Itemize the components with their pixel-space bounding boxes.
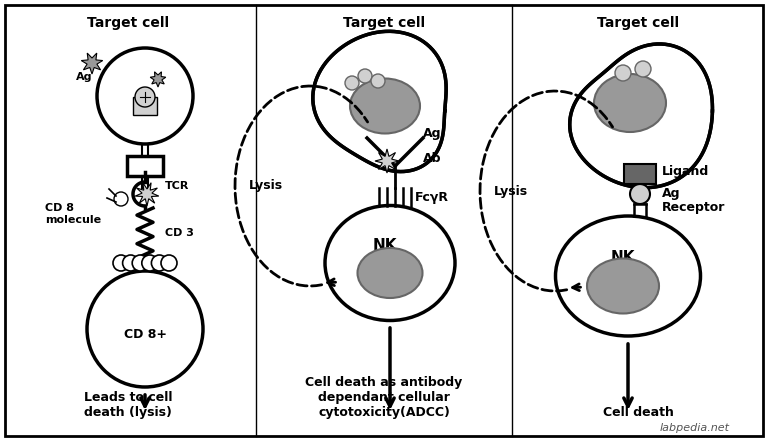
Circle shape bbox=[113, 255, 129, 271]
Text: Cell death: Cell death bbox=[603, 406, 674, 419]
Circle shape bbox=[371, 74, 385, 88]
Ellipse shape bbox=[555, 216, 700, 336]
FancyBboxPatch shape bbox=[133, 97, 157, 115]
Circle shape bbox=[161, 255, 177, 271]
Text: CD 8+: CD 8+ bbox=[124, 328, 167, 340]
Text: Lysis: Lysis bbox=[494, 184, 528, 198]
Circle shape bbox=[151, 255, 167, 271]
Polygon shape bbox=[313, 31, 446, 172]
Text: Lysis: Lysis bbox=[249, 179, 283, 193]
Circle shape bbox=[635, 61, 651, 77]
Text: Ligand: Ligand bbox=[662, 165, 710, 179]
Circle shape bbox=[142, 255, 157, 271]
Polygon shape bbox=[375, 149, 399, 173]
Ellipse shape bbox=[325, 206, 455, 321]
Circle shape bbox=[123, 255, 138, 271]
Polygon shape bbox=[151, 72, 166, 87]
Polygon shape bbox=[135, 183, 159, 206]
Circle shape bbox=[358, 69, 372, 83]
Ellipse shape bbox=[350, 78, 420, 134]
FancyBboxPatch shape bbox=[127, 156, 163, 176]
Text: Leads to cell
death (lysis): Leads to cell death (lysis) bbox=[84, 391, 172, 419]
Circle shape bbox=[135, 87, 155, 107]
Text: Target cell: Target cell bbox=[597, 16, 679, 30]
Text: NK: NK bbox=[611, 250, 635, 265]
Text: Cell death as antibody
dependant cellular
cytotoxicity(ADCC): Cell death as antibody dependant cellula… bbox=[306, 376, 462, 419]
Text: Ag: Ag bbox=[76, 72, 92, 82]
FancyBboxPatch shape bbox=[5, 5, 763, 436]
Ellipse shape bbox=[594, 74, 666, 132]
Circle shape bbox=[87, 271, 203, 387]
Text: NK: NK bbox=[372, 238, 397, 253]
Text: Target cell: Target cell bbox=[87, 16, 169, 30]
Text: FcγR: FcγR bbox=[415, 191, 449, 203]
Circle shape bbox=[615, 65, 631, 81]
Circle shape bbox=[114, 192, 128, 206]
Text: TCR: TCR bbox=[165, 181, 190, 191]
Circle shape bbox=[345, 76, 359, 90]
Ellipse shape bbox=[357, 248, 422, 298]
Text: labpedia.net: labpedia.net bbox=[660, 423, 730, 433]
Ellipse shape bbox=[587, 258, 659, 314]
Circle shape bbox=[97, 48, 193, 144]
Text: Receptor: Receptor bbox=[662, 202, 725, 214]
Circle shape bbox=[132, 255, 148, 271]
Text: Ag: Ag bbox=[423, 127, 442, 139]
Circle shape bbox=[630, 184, 650, 204]
FancyBboxPatch shape bbox=[624, 164, 656, 184]
Polygon shape bbox=[570, 44, 713, 188]
Polygon shape bbox=[81, 53, 103, 74]
Text: Ag: Ag bbox=[662, 187, 680, 201]
Text: CD 8
molecule: CD 8 molecule bbox=[45, 203, 101, 225]
Text: CD 3: CD 3 bbox=[165, 228, 194, 238]
Text: Target cell: Target cell bbox=[343, 16, 425, 30]
Text: Ab: Ab bbox=[423, 152, 442, 164]
